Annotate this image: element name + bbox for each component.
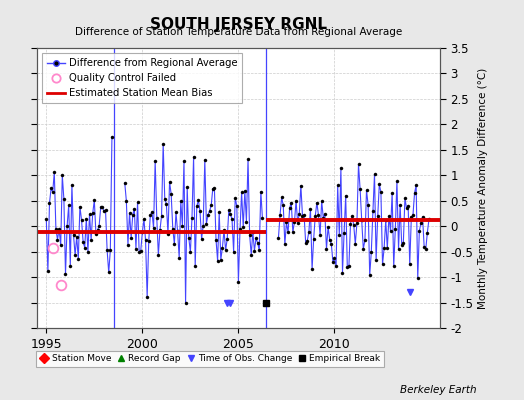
Title: SOUTH JERSEY RGNL: SOUTH JERSEY RGNL — [150, 16, 327, 32]
Text: Difference of Station Temperature Data from Regional Average: Difference of Station Temperature Data f… — [75, 27, 402, 37]
Legend: Station Move, Record Gap, Time of Obs. Change, Empirical Break: Station Move, Record Gap, Time of Obs. C… — [36, 351, 384, 367]
Text: Berkeley Earth: Berkeley Earth — [400, 385, 477, 395]
Y-axis label: Monthly Temperature Anomaly Difference (°C): Monthly Temperature Anomaly Difference (… — [478, 67, 488, 309]
